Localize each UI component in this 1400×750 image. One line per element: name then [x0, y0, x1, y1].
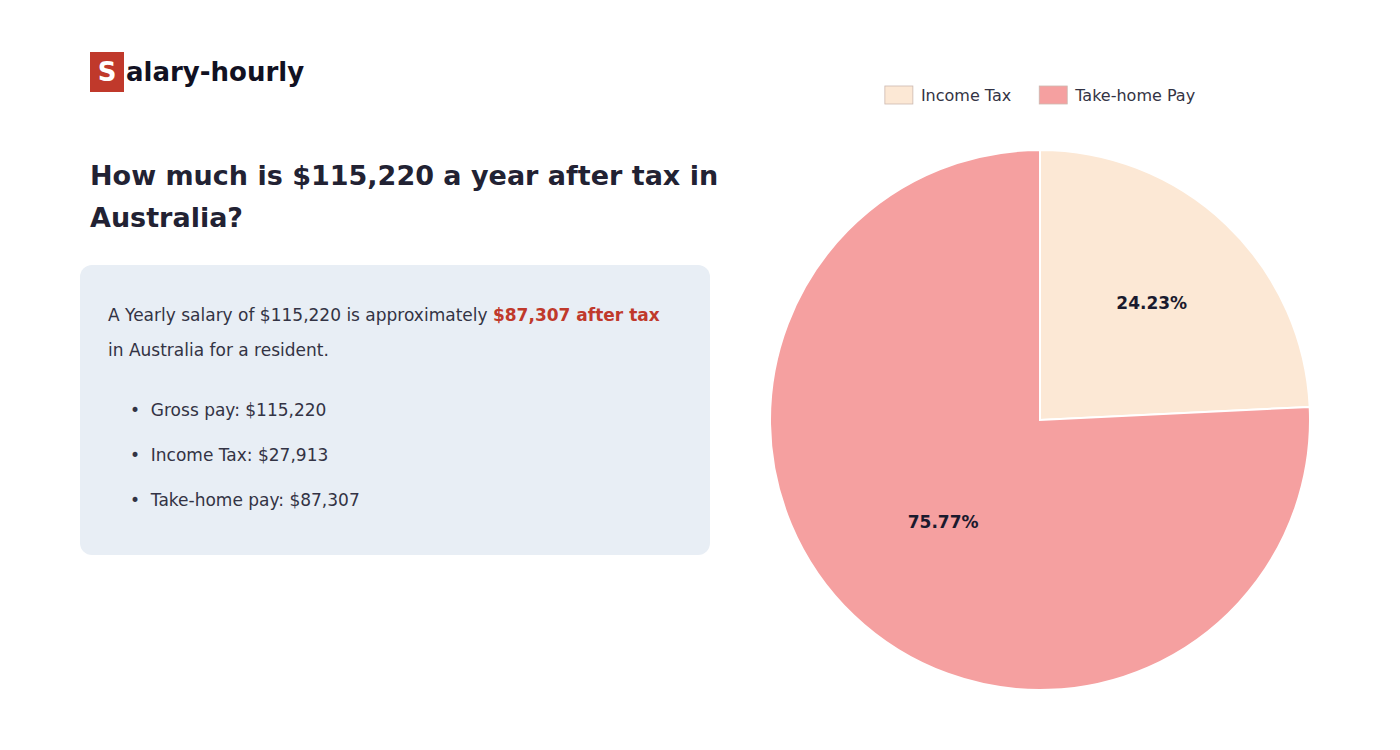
- heading: How much is $115,220 a year after tax in: [90, 160, 718, 191]
- pie: 24.23% 75.77%: [770, 150, 1310, 690]
- heading: Australia?: [90, 202, 243, 233]
- slices: [770, 150, 1310, 690]
- legend-label: Income Tax: [921, 86, 1011, 105]
- legend-entry: Take-home Pay: [1039, 86, 1195, 105]
- data-label: 24.23%: [1116, 293, 1187, 313]
- bullet-item: • Income Tax: $27,913: [130, 445, 328, 465]
- legend-swatch: [885, 86, 913, 104]
- logo-letter: S: [98, 57, 117, 87]
- data-labels: 24.23% 75.77%: [908, 293, 1187, 532]
- info-text: A Yearly salary of $115,220 is approxima…: [108, 305, 493, 325]
- text-panel: Salary-hourly How much is $115,220 a year…: [80, 52, 718, 555]
- pie-slice: [770, 150, 1310, 690]
- data-label: 75.77%: [908, 512, 979, 532]
- pie-slice: [1040, 150, 1310, 420]
- legend-swatch: [1039, 86, 1067, 104]
- info-line: in Australia for a resident.: [108, 340, 329, 360]
- legend-label: Take-home Pay: [1074, 86, 1195, 105]
- logo-text: alary-hourly: [126, 57, 304, 87]
- bullet-item: • Take-home pay: $87,307: [130, 490, 360, 510]
- legend: Income Tax Take-home Pay: [885, 86, 1195, 105]
- info-highlight: $87,307 after tax: [493, 305, 660, 325]
- info-line: A Yearly salary of $115,220 is approxima…: [108, 305, 660, 325]
- logo-box: [90, 52, 124, 92]
- legend-entry: Income Tax: [885, 86, 1011, 105]
- info-box: [80, 265, 710, 555]
- bullet-item: • Gross pay: $115,220: [130, 400, 326, 420]
